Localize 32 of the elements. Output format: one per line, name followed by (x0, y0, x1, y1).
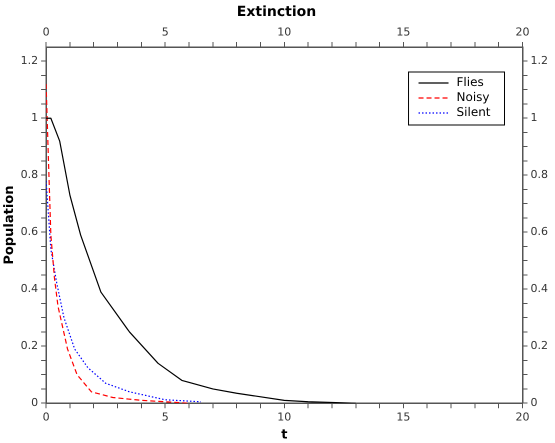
y-tick-label: 0 (31, 396, 38, 410)
y-tick-label: 0.6 (20, 225, 38, 238)
y2-tick-label: 1 (530, 111, 538, 124)
x-tick-label: 0 (42, 410, 50, 424)
x-axis-title: t (281, 428, 288, 443)
y2-tick-label: 0.6 (530, 225, 548, 238)
y-tick-label: 1 (31, 111, 38, 124)
y-tick-label: 1.2 (20, 54, 38, 68)
legend-label: Silent (456, 105, 491, 120)
x2-tick-label: 10 (277, 25, 292, 38)
x2-tick-label: 5 (162, 25, 169, 38)
y-tick-label: 0.2 (20, 339, 38, 352)
x2-tick-label: 20 (516, 25, 530, 38)
y2-tick-label: 0.2 (530, 339, 548, 352)
y2-tick-label: 1.2 (530, 54, 548, 68)
y-axis-title: Population (2, 186, 18, 265)
x-tick-label: 5 (162, 410, 169, 424)
y2-tick-label: 0 (530, 396, 538, 410)
legend-label: Flies (456, 75, 484, 90)
x-tick-label: 20 (516, 410, 530, 424)
legend-label: Noisy (456, 90, 490, 104)
x-tick-label: 15 (396, 410, 410, 424)
y2-tick-label: 0.8 (530, 168, 548, 182)
y-tick-label: 0.8 (20, 168, 38, 182)
x-tick-label: 10 (277, 410, 292, 424)
chart-title: Extinction (236, 4, 316, 20)
y2-tick-label: 0.4 (530, 282, 548, 296)
x2-tick-label: 15 (396, 25, 410, 38)
x2-tick-label: 0 (42, 25, 50, 38)
y-tick-label: 0.4 (20, 282, 38, 296)
line-series (46, 180, 202, 402)
line-series (46, 83, 190, 404)
